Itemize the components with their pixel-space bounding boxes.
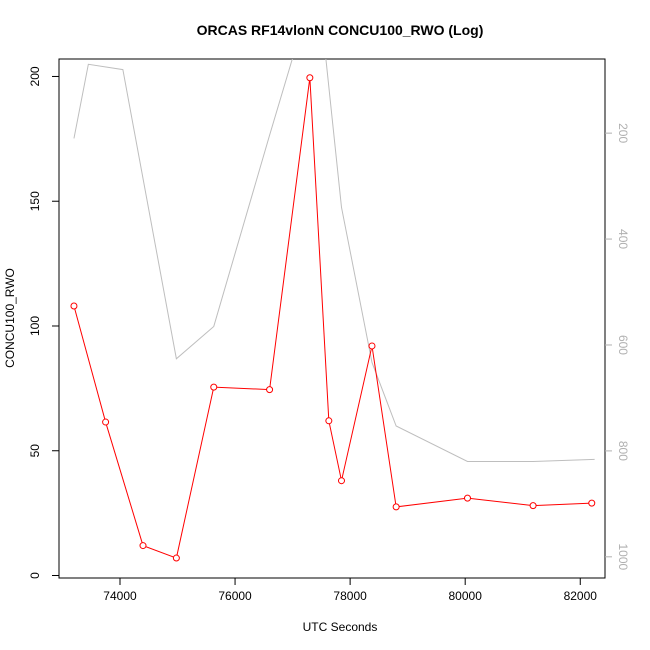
x-tick-label-3: 80000 (449, 589, 483, 603)
data-point-8 (337, 477, 345, 485)
x-axis-label: UTC Seconds (303, 620, 378, 634)
data-point-9 (368, 342, 376, 350)
x-axis: 74000 76000 78000 80000 82000 (103, 578, 597, 603)
y-tick-label-4: 200 (28, 66, 42, 86)
x-tick-label-4: 82000 (564, 589, 598, 603)
x-tick-label-2: 78000 (333, 589, 367, 603)
data-point-10 (392, 503, 400, 511)
y2-tick-label-4: 1000 (616, 543, 630, 570)
x-tick-label-0: 74000 (103, 589, 137, 603)
data-point-1 (102, 418, 110, 426)
data-point-12 (529, 502, 537, 510)
data-point-3 (172, 554, 180, 562)
data-point-13 (588, 499, 596, 507)
data-point-4 (210, 383, 218, 391)
y2-tick-label-1: 400 (616, 229, 630, 249)
series-points-primary (70, 74, 596, 562)
data-point-6 (306, 74, 314, 82)
data-point-11 (463, 494, 471, 502)
y-tick-label-3: 150 (28, 191, 42, 211)
data-point-7 (325, 417, 333, 425)
data-point-5 (266, 386, 274, 394)
y2-tick-label-2: 600 (616, 335, 630, 355)
y-tick-label-1: 50 (28, 444, 42, 458)
data-point-0 (70, 302, 78, 310)
y-axis: 0 50 100 150 200 (28, 66, 59, 579)
y2-tick-label-3: 800 (616, 441, 630, 461)
chart-title: ORCAS RF14vlonN CONCU100_RWO (Log) (197, 22, 484, 38)
plot-area (70, 59, 596, 562)
y-tick-label-0: 0 (28, 572, 42, 579)
series-line-secondary (73, 59, 595, 462)
data-point-2 (139, 542, 147, 550)
x-tick-label-1: 76000 (218, 589, 252, 603)
y2-tick-label-0: 200 (616, 123, 630, 143)
secondary-y-axis: 200 400 600 800 1000 (605, 123, 630, 570)
y-axis-label: CONCU100_RWO (3, 268, 17, 368)
series-line-primary (73, 77, 592, 559)
plot-frame (58, 58, 606, 579)
y-tick-label-2: 100 (28, 316, 42, 336)
